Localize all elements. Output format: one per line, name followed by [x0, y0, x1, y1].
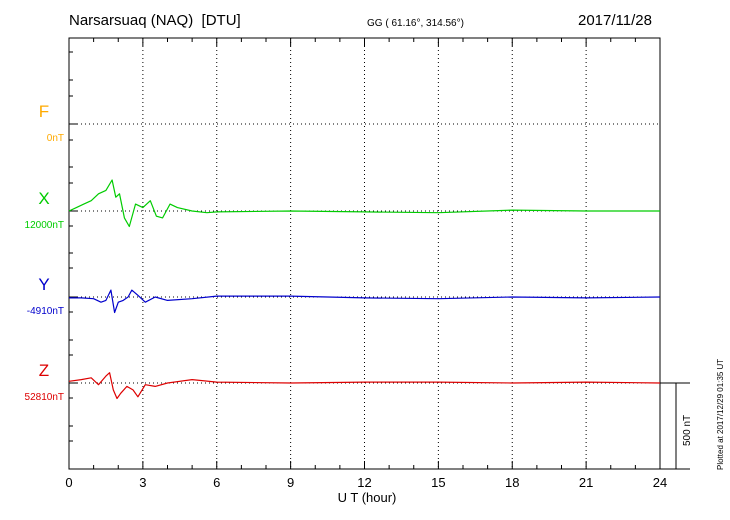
baseline-label-f: 0nT — [47, 133, 64, 144]
series-x-trace — [68, 179, 660, 228]
station-coordinates: GG ( 61.16°, 314.56°) — [367, 18, 464, 29]
grid — [69, 38, 660, 469]
x-axis-label: U T (hour) — [338, 490, 397, 505]
axis-ticks — [68, 38, 661, 469]
x-tick-label: 18 — [505, 475, 519, 490]
plot-date: 2017/11/28 — [578, 12, 652, 29]
station-title: Narsarsuaq (NAQ) [DTU] — [69, 12, 241, 29]
plotted-timestamp: Plotted at 2017/12/29 01:35 UT — [716, 358, 725, 470]
series-y-trace — [69, 289, 661, 314]
x-tick-label: 12 — [357, 475, 371, 490]
x-tick-label: 0 — [65, 475, 72, 490]
scale-bar-label: 500 nT — [682, 414, 693, 446]
component-labels: F 0nT X 12000nT Y -4910nT Z 52810nT — [25, 102, 64, 403]
x-tick-label: 6 — [213, 475, 220, 490]
component-label-y: Y — [38, 275, 49, 294]
baseline-label-x: 12000nT — [25, 220, 64, 231]
x-tick-label: 3 — [139, 475, 146, 490]
component-label-x: X — [38, 189, 49, 208]
series-z-trace — [68, 372, 661, 400]
x-tick-label: 24 — [653, 475, 667, 490]
scale-bar — [660, 382, 690, 470]
x-tick-label: 9 — [287, 475, 294, 490]
series — [68, 179, 661, 400]
x-tick-labels: 0 3 6 9 12 15 18 21 24 — [65, 475, 667, 490]
x-tick-label: 15 — [431, 475, 445, 490]
component-label-z: Z — [39, 361, 49, 380]
baseline-label-z: 52810nT — [25, 392, 64, 403]
baseline-label-y: -4910nT — [27, 306, 64, 317]
x-tick-label: 21 — [579, 475, 593, 490]
component-label-f: F — [39, 102, 49, 121]
